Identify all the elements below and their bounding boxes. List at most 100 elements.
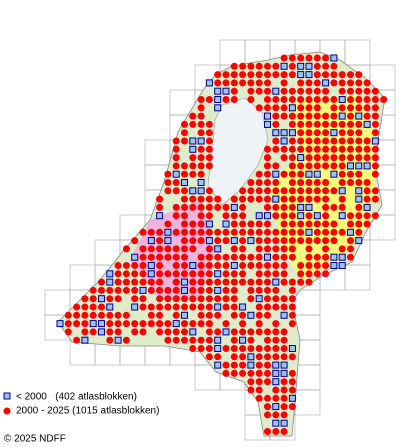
recent-record-dot [322, 270, 330, 278]
recent-record-dot [272, 303, 280, 311]
recent-record-dot [264, 170, 271, 178]
recent-record-dot [181, 203, 188, 211]
recent-record-dot [322, 203, 330, 211]
recent-record-dot [272, 386, 280, 394]
recent-record-dot [114, 320, 122, 328]
recent-record-dot [139, 320, 147, 328]
recent-record-dot [264, 394, 271, 402]
recent-record-dot [371, 120, 379, 128]
old-record-square [264, 253, 271, 261]
old-record-square [363, 162, 371, 170]
recent-record-dot [297, 87, 305, 95]
old-record-square [205, 220, 213, 228]
recent-record-dot [264, 179, 271, 186]
recent-record-dot [363, 154, 371, 162]
recent-record-dot [297, 162, 305, 170]
recent-record-dot [197, 162, 205, 170]
recent-record-dot [205, 120, 213, 128]
old-record-square [313, 212, 321, 220]
recent-record-dot [122, 336, 130, 344]
recent-record-dot [272, 262, 280, 269]
recent-record-dot [230, 361, 238, 369]
old-record-square [197, 137, 205, 145]
recent-record-dot [363, 112, 371, 120]
old-record-square [264, 112, 271, 120]
recent-record-dot [322, 245, 330, 253]
recent-record-dot [280, 87, 288, 95]
recent-record-dot [371, 96, 379, 103]
recent-record-dot [156, 278, 164, 286]
recent-record-dot [147, 228, 155, 236]
recent-record-dot [272, 137, 280, 145]
recent-record-dot [363, 195, 371, 203]
recent-record-dot [288, 253, 296, 261]
recent-record-dot [181, 336, 188, 344]
old-record-square [347, 162, 354, 170]
old-record-square [272, 129, 280, 137]
recent-record-dot [197, 129, 205, 137]
recent-record-dot [280, 403, 288, 411]
recent-record-dot [322, 253, 330, 261]
recent-record-dot [214, 79, 222, 87]
recent-record-dot [371, 187, 379, 195]
recent-record-dot [247, 253, 255, 261]
recent-record-dot [147, 286, 155, 294]
recent-record-dot [214, 262, 222, 269]
recent-record-dot [181, 170, 188, 178]
recent-record-dot [172, 245, 180, 253]
recent-record-dot [264, 278, 271, 286]
recent-record-dot [338, 228, 346, 236]
recent-record-dot [197, 303, 205, 311]
recent-record-dot [330, 71, 338, 79]
recent-record-dot [197, 262, 205, 269]
recent-record-dot [288, 369, 296, 377]
recent-record-dot [172, 179, 180, 186]
old-record-square [139, 286, 147, 294]
recent-record-dot [264, 286, 271, 294]
recent-record-dot [322, 228, 330, 236]
recent-record-dot [172, 311, 180, 319]
old-record-square [272, 195, 280, 203]
old-record-square [189, 137, 197, 145]
recent-record-dot [255, 237, 263, 245]
old-record-square [89, 320, 97, 328]
recent-record-dot [205, 320, 213, 328]
recent-record-dot [73, 320, 81, 328]
recent-record-dot [338, 170, 346, 178]
recent-record-dot [297, 129, 305, 137]
recent-record-dot [247, 195, 255, 203]
recent-record-dot [230, 311, 238, 319]
recent-record-dot [239, 262, 247, 269]
old-record-square [355, 187, 363, 195]
recent-record-dot [172, 295, 180, 303]
recent-record-dot [214, 353, 222, 361]
recent-record-dot [288, 278, 296, 286]
recent-record-dot [280, 278, 288, 286]
recent-record-dot [305, 270, 313, 278]
grid-cell [219, 39, 246, 66]
recent-record-dot [164, 320, 172, 328]
recent-record-dot [347, 96, 354, 103]
recent-record-dot [73, 311, 81, 319]
old-record-square [189, 328, 197, 336]
recent-record-dot [164, 170, 172, 178]
recent-record-dot [305, 145, 313, 153]
recent-record-dot [313, 79, 321, 87]
recent-record-dot [98, 286, 105, 294]
recent-record-dot [313, 237, 321, 245]
recent-record-dot [156, 295, 164, 303]
recent-record-dot [247, 386, 255, 394]
old-record-square [280, 311, 288, 319]
recent-record-dot [189, 286, 197, 294]
recent-record-dot [338, 129, 346, 137]
recent-record-dot [189, 228, 197, 236]
recent-record-dot [363, 96, 371, 103]
recent-record-dot [371, 154, 379, 162]
recent-record-dot [288, 212, 296, 220]
recent-record-dot [164, 303, 172, 311]
old-record-square [297, 212, 305, 220]
recent-record-dot [280, 71, 288, 79]
recent-record-dot [181, 320, 188, 328]
recent-record-dot [205, 212, 213, 220]
recent-record-dot [205, 286, 213, 294]
